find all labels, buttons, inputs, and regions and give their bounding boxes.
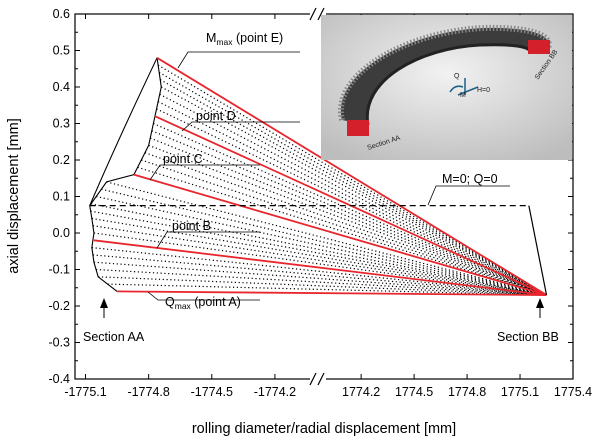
series-line-1: [117, 290, 547, 296]
y-tick-label: 0.6: [53, 7, 70, 21]
series-line-unloaded-link: [528, 205, 548, 296]
x-axis-title: rolling diameter/radial displacement [mm…: [192, 421, 456, 437]
dotted-line: [157, 101, 547, 296]
dotted-line: [159, 93, 547, 296]
x-tick-label: 1774.5: [395, 385, 433, 399]
section-bb-arrow-icon: [536, 298, 544, 308]
dotted-line: [141, 159, 547, 296]
y-tick-label: -0.4: [48, 372, 70, 386]
y-tick-label: 0.4: [53, 80, 70, 94]
inset-q-label: Q: [454, 73, 460, 80]
axis-ticks: -0.4 -0.3 -0.2 -0.1 0.0 0.1 0.2 0.3 0.4 0.5 0.6 -17…: [48, 7, 592, 399]
y-tick-label: 0.2: [53, 153, 70, 167]
dotted-line: [148, 144, 547, 296]
dotted-line: [93, 232, 547, 296]
annotation-point-a: Qmax (point A): [165, 295, 241, 311]
y-axis-title: axial displacement [mm]: [6, 118, 22, 274]
section-aa-arrow-icon: [100, 298, 108, 308]
x-tick-label: -1775.1: [64, 385, 106, 399]
x-tick-label: 1775.4: [554, 385, 592, 399]
y-tick-label: 0.5: [53, 44, 70, 58]
dotted-line: [91, 217, 547, 296]
dotted-interpolation-lines: [90, 64, 547, 296]
left-envelope-curve: [89, 57, 162, 292]
section-arrows: [100, 298, 544, 318]
y-tick-label: 0.1: [53, 190, 70, 204]
dotted-line: [98, 276, 547, 296]
section-aa-block: [347, 120, 369, 136]
y-tick-label: -0.1: [48, 263, 70, 277]
dotted-line: [144, 152, 547, 296]
y-tick-label: -0.2: [48, 299, 70, 313]
series-lines: [89, 57, 548, 296]
x-tick-label: 1775.1: [501, 385, 539, 399]
section-bb-block: [528, 40, 550, 54]
y-tick-label: 0.0: [53, 226, 70, 240]
y-tick-label: 0.3: [53, 117, 70, 131]
annotation-point-b: point B: [172, 219, 211, 233]
dotted-line: [96, 195, 547, 296]
left-outer-curve: [89, 57, 158, 206]
dotted-line: [90, 203, 547, 296]
dotted-line: [150, 137, 547, 296]
x-tick-label: -1774.8: [127, 385, 169, 399]
annotations: Mmax (point E) point D point C point B Q…: [83, 31, 559, 344]
annotation-unloaded: M=0; Q=0: [442, 172, 498, 186]
dotted-line: [153, 122, 547, 296]
annotation-leaders: [147, 51, 510, 301]
x-tick-label: 1774.8: [448, 385, 486, 399]
dotted-line: [92, 225, 547, 296]
inset-m-label: M: [460, 92, 466, 99]
dotted-line: [101, 188, 547, 296]
x-tick-label: 1774.2: [342, 385, 380, 399]
series-line-2: [93, 239, 547, 296]
annotation-point-e: Mmax (point E): [206, 31, 283, 47]
series-line-3: [133, 173, 547, 296]
bearing-inset: Q M H=0 Section AA Section BB: [321, 15, 572, 160]
annotation-point-c: point C: [163, 152, 203, 166]
envelope-lines: [89, 57, 162, 292]
dotted-line: [91, 247, 547, 296]
dotted-line: [151, 130, 547, 296]
x-tick-label: -1774.5: [191, 385, 233, 399]
series-line-5: [156, 57, 547, 296]
dotted-line: [107, 283, 547, 296]
y-tick-label: -0.3: [48, 336, 70, 350]
dotted-line: [159, 79, 547, 296]
annotation-point-d: point D: [196, 109, 236, 123]
annotation-section-bb: Section BB: [497, 330, 559, 344]
annotation-section-aa: Section AA: [83, 330, 145, 344]
inset-h-label: H=0: [477, 87, 490, 94]
x-tick-label: -1774.2: [254, 385, 296, 399]
axis-break-bottom: [309, 372, 326, 386]
